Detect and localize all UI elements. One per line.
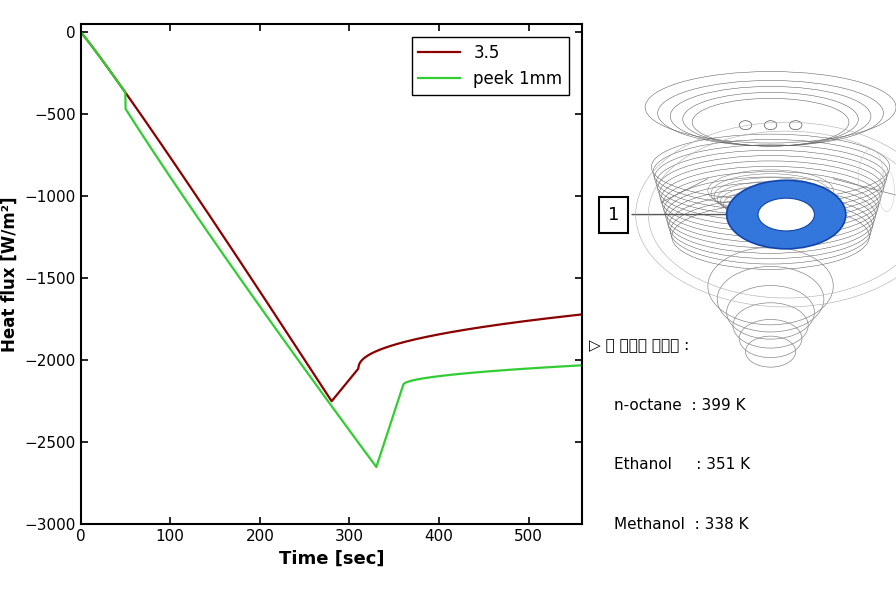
Line: 3.5: 3.5 <box>81 32 582 401</box>
Legend: 3.5, peek 1mm: 3.5, peek 1mm <box>411 37 569 95</box>
3.5 <box>563 312 573 319</box>
3.5 <box>470 324 481 331</box>
3.5 <box>306 367 316 374</box>
Text: 1: 1 <box>608 206 741 224</box>
Ellipse shape <box>727 181 846 249</box>
3.5 <box>319 387 330 395</box>
peek 1mm <box>319 393 330 400</box>
peek 1mm <box>577 362 588 369</box>
peek 1mm <box>470 369 481 376</box>
Y-axis label: Heat flux [W/m²]: Heat flux [W/m²] <box>1 197 19 352</box>
3.5 <box>563 312 573 319</box>
Ellipse shape <box>758 198 814 231</box>
peek 1mm <box>563 362 573 370</box>
Text: Methanol  : 338 K: Methanol : 338 K <box>614 517 748 532</box>
peek 1mm <box>371 464 382 471</box>
X-axis label: Time [sec]: Time [sec] <box>279 550 384 568</box>
Text: ▷ 각 연료의 끓는점 :: ▷ 각 연료의 끓는점 : <box>589 338 689 353</box>
peek 1mm <box>101 62 112 69</box>
3.5 <box>577 311 588 318</box>
peek 1mm <box>563 362 573 370</box>
Line: peek 1mm: peek 1mm <box>81 32 582 467</box>
peek 1mm <box>306 375 316 382</box>
Text: Ethanol     : 351 K: Ethanol : 351 K <box>614 457 750 473</box>
3.5 <box>75 29 86 36</box>
3.5 <box>101 62 112 69</box>
3.5 <box>326 398 337 405</box>
Text: n-octane  : 399 K: n-octane : 399 K <box>614 398 745 413</box>
peek 1mm <box>75 29 86 36</box>
